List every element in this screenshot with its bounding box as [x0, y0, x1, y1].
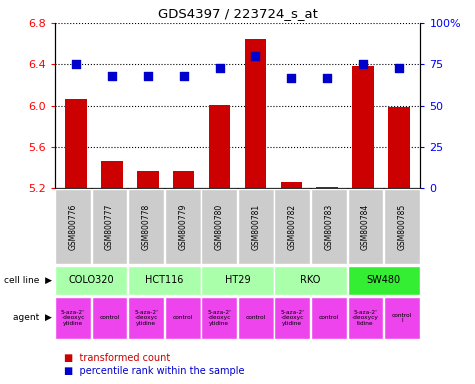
Bar [348, 297, 383, 339]
Bar [311, 189, 347, 264]
Bar [128, 266, 200, 295]
Text: COLO320: COLO320 [68, 275, 114, 285]
Point [72, 61, 80, 68]
Point [287, 74, 295, 81]
Bar [55, 297, 91, 339]
Text: control: control [172, 315, 193, 320]
Text: HCT116: HCT116 [145, 275, 183, 285]
Text: RKO: RKO [301, 275, 321, 285]
Bar [128, 189, 164, 264]
Text: GSM800781: GSM800781 [251, 204, 260, 250]
Bar [388, 107, 409, 188]
Bar [165, 297, 200, 339]
Bar [238, 189, 274, 264]
Bar [275, 189, 310, 264]
Bar [55, 189, 91, 264]
Point [216, 65, 223, 71]
Text: 5-aza-2'
-deoxyc
ytidine: 5-aza-2' -deoxyc ytidine [207, 310, 231, 326]
Bar [92, 297, 127, 339]
Text: HT29: HT29 [225, 275, 250, 285]
Bar [137, 170, 159, 188]
Title: GDS4397 / 223724_s_at: GDS4397 / 223724_s_at [158, 7, 317, 20]
Text: ■  transformed count: ■ transformed count [64, 353, 171, 363]
Text: GSM800784: GSM800784 [361, 204, 370, 250]
Text: GSM800777: GSM800777 [105, 204, 114, 250]
Bar [348, 266, 420, 295]
Bar [66, 99, 87, 188]
Text: control
l: control l [392, 313, 412, 323]
Text: GSM800782: GSM800782 [288, 204, 297, 250]
Text: GSM800785: GSM800785 [398, 204, 407, 250]
Bar [173, 170, 194, 188]
Bar [316, 187, 338, 188]
Text: 5-aza-2'
-deoxycy
tidine: 5-aza-2' -deoxycy tidine [352, 310, 379, 326]
Text: ■  percentile rank within the sample: ■ percentile rank within the sample [64, 366, 245, 376]
Bar [101, 161, 123, 188]
Point [144, 73, 152, 79]
Bar [201, 266, 274, 295]
Text: 5-aza-2'
-deoxyc
ytidine: 5-aza-2' -deoxyc ytidine [280, 310, 304, 326]
Point [395, 65, 403, 71]
Bar [352, 66, 374, 188]
Bar [201, 297, 237, 339]
Text: control: control [319, 315, 339, 320]
Bar [384, 297, 420, 339]
Text: GSM800779: GSM800779 [178, 204, 187, 250]
Text: GSM800783: GSM800783 [324, 204, 333, 250]
Text: GSM800778: GSM800778 [142, 204, 151, 250]
Point [252, 53, 259, 59]
Text: control: control [246, 315, 266, 320]
Bar [311, 297, 347, 339]
Point [359, 61, 367, 68]
Text: control: control [99, 315, 120, 320]
Bar [55, 266, 127, 295]
Bar [209, 104, 230, 188]
Bar [201, 189, 237, 264]
Bar [245, 38, 266, 188]
Bar [275, 266, 347, 295]
Text: GSM800780: GSM800780 [215, 204, 224, 250]
Bar [281, 182, 302, 188]
Bar [384, 189, 420, 264]
Bar [92, 189, 127, 264]
Text: 5-aza-2'
-deoxyc
ytidine: 5-aza-2' -deoxyc ytidine [61, 310, 85, 326]
Bar [238, 297, 274, 339]
Bar [275, 297, 310, 339]
Text: GSM800776: GSM800776 [68, 204, 77, 250]
Bar [348, 189, 383, 264]
Bar [128, 297, 164, 339]
Point [108, 73, 116, 79]
Point [323, 74, 331, 81]
Text: 5-aza-2'
-deoxyc
ytidine: 5-aza-2' -deoxyc ytidine [134, 310, 158, 326]
Bar [165, 189, 200, 264]
Text: agent  ▶: agent ▶ [13, 313, 52, 322]
Text: SW480: SW480 [367, 275, 401, 285]
Text: cell line  ▶: cell line ▶ [4, 276, 52, 285]
Point [180, 73, 188, 79]
